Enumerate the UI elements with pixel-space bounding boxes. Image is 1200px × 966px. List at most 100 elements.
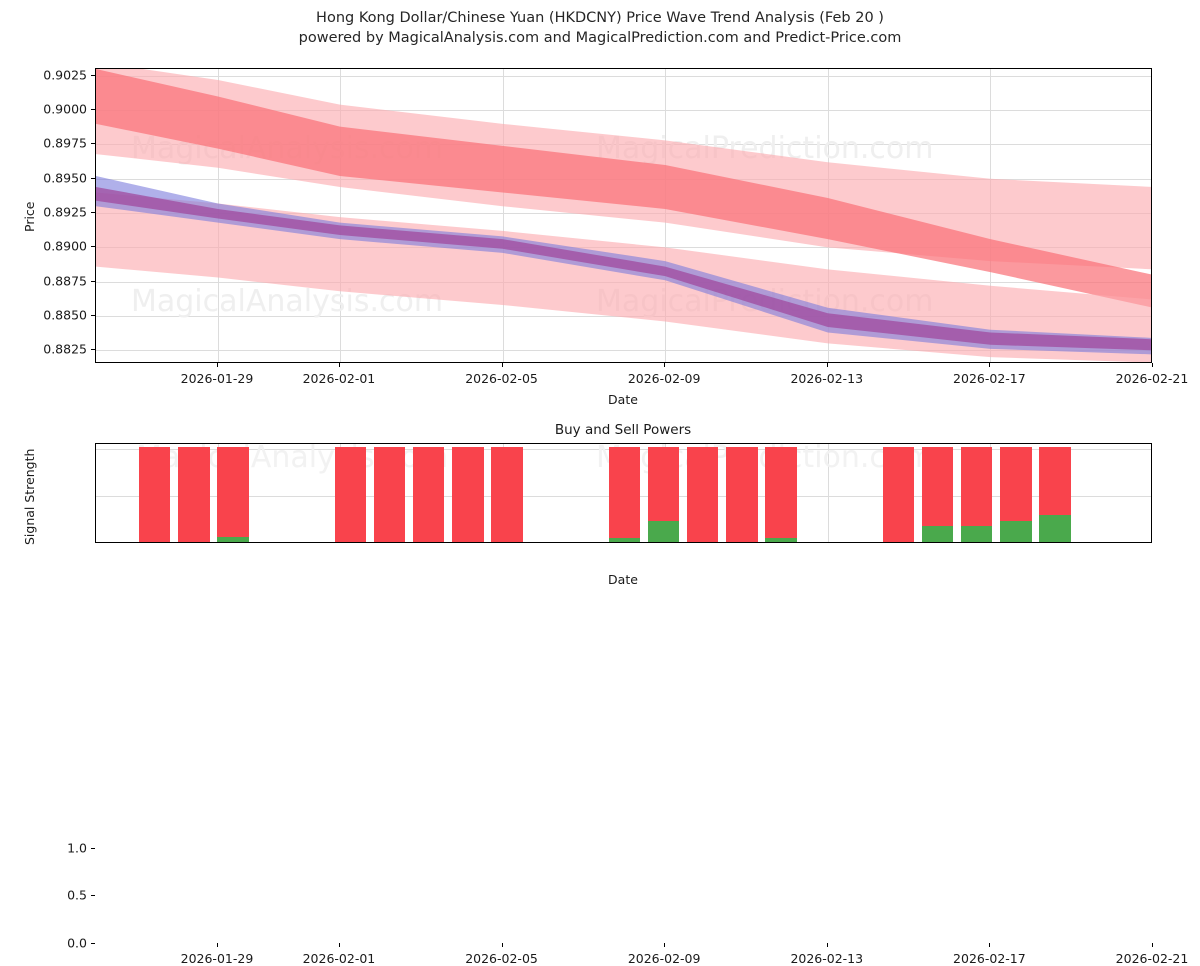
signal-bar[interactable] — [765, 446, 797, 542]
price-wave-xtick-label: 2026-02-13 — [790, 371, 864, 386]
buy-sell-xtick-mark — [1152, 943, 1153, 947]
buy-sell-xtick-label: 2026-02-05 — [465, 951, 538, 966]
buy-sell-xtick-mark — [338, 943, 340, 947]
price-wave-ytick-label: 0.8900 — [43, 238, 87, 254]
buy-sell-ytick-label: 0.5 — [67, 887, 87, 903]
signal-bar[interactable] — [217, 446, 249, 542]
price-wave-gridline-v — [339, 69, 341, 362]
price-wave-ytick-mark — [91, 109, 95, 111]
signal-bar[interactable] — [1000, 446, 1032, 542]
price-wave-gridline-h — [96, 75, 1151, 77]
price-wave-plot-area: MagicalAnalysis.comMagicalPrediction.com… — [95, 68, 1152, 363]
price-wave-ytick-mark — [91, 246, 95, 248]
signal-bar[interactable] — [961, 446, 993, 542]
price-wave-xtick-label: 2026-02-17 — [953, 371, 1026, 386]
buy-sell-ytick-mark — [91, 895, 95, 897]
buy-sell-ytick-mark — [91, 943, 95, 944]
price-wave-ytick-label: 0.8875 — [43, 273, 87, 289]
buy-sell-xtick-mark — [664, 943, 666, 947]
buy-sell-ytick-label: 1.0 — [67, 840, 87, 856]
signal-bar[interactable] — [334, 446, 367, 542]
price-wave-xtick-mark — [501, 363, 503, 367]
price-wave-xtick-mark — [1152, 363, 1153, 367]
buy-sell-xtick-mark — [501, 943, 503, 947]
buy-sell-xtick-label: 2026-02-01 — [302, 951, 376, 966]
signal-bar[interactable] — [608, 446, 641, 542]
price-wave-xtick-label: 2026-02-09 — [627, 371, 701, 386]
sell-power-segment — [334, 446, 367, 542]
buy-power-segment — [961, 525, 993, 542]
sell-power-segment — [687, 446, 719, 542]
price-wave-ytick-label: 0.8925 — [43, 204, 87, 220]
price-wave-yaxis-title: Price — [22, 201, 37, 233]
wave-band-upper-red-band-inner — [96, 69, 1151, 308]
price-wave-ytick-label: 0.8975 — [43, 135, 87, 151]
price-wave-xtick-mark — [989, 363, 991, 367]
buy-power-segment — [1000, 521, 1032, 542]
signal-bar[interactable] — [452, 446, 484, 542]
buy-power-segment — [1039, 515, 1071, 542]
price-wave-xtick-mark — [216, 363, 218, 367]
buy-sell-powers-title: Buy and Sell Powers — [554, 422, 692, 438]
signal-bar[interactable] — [178, 446, 210, 542]
sell-power-segment — [922, 446, 954, 526]
sell-power-segment — [647, 446, 680, 522]
buy-sell-xtick-label: 2026-02-21 — [1115, 951, 1189, 966]
sell-power-segment — [373, 446, 406, 542]
signal-bar[interactable] — [726, 446, 758, 542]
signal-bar[interactable] — [882, 446, 915, 542]
price-wave-xtick-mark — [826, 363, 828, 367]
buy-sell-xtick-mark — [216, 943, 218, 947]
price-wave-ytick-mark — [91, 74, 95, 76]
sell-power-segment — [882, 446, 915, 542]
sell-power-segment — [765, 446, 797, 539]
chart-title-block: Hong Kong Dollar/Chinese Yuan (HKDCNY) P… — [0, 8, 1200, 48]
price-wave-ytick-label: 0.9000 — [43, 101, 87, 117]
price-wave-xtick-mark — [664, 363, 666, 367]
price-wave-ytick-mark — [91, 280, 95, 282]
buy-sell-powers-yaxis-title: Signal Strength — [22, 448, 37, 545]
price-wave-ytick-label: 0.8825 — [43, 341, 87, 357]
buy-power-segment — [608, 538, 641, 542]
price-wave-ytick-label: 0.8950 — [43, 170, 87, 186]
buy-sell-xtick-mark — [989, 943, 991, 947]
signal-bar[interactable] — [413, 446, 445, 542]
buy-power-segment — [217, 537, 249, 542]
signal-bar[interactable] — [922, 446, 954, 542]
price-wave-xtick-label: 2026-02-05 — [465, 371, 538, 386]
sell-power-segment — [178, 446, 210, 542]
price-wave-xtick-label: 2026-01-29 — [180, 371, 254, 386]
price-wave-gridline-h — [96, 110, 1151, 112]
sell-power-segment — [139, 446, 171, 542]
signal-bar[interactable] — [647, 446, 680, 542]
price-wave-panel: MagicalAnalysis.comMagicalPrediction.com… — [0, 0, 1200, 407]
price-wave-ytick-mark — [91, 314, 95, 316]
sell-power-segment — [217, 446, 249, 538]
price-wave-ytick-label: 0.8850 — [43, 307, 87, 323]
signal-bar[interactable] — [491, 446, 523, 542]
buy-sell-xtick-label: 2026-02-09 — [627, 951, 701, 966]
buy-sell-xtick-mark — [826, 943, 828, 947]
buy-sell-gridline-v — [827, 444, 829, 542]
price-wave-xtick-label: 2026-02-01 — [302, 371, 376, 386]
page-title-line-1: Hong Kong Dollar/Chinese Yuan (HKDCNY) P… — [316, 10, 884, 26]
signal-bar[interactable] — [687, 446, 719, 542]
signal-bar[interactable] — [1039, 446, 1071, 542]
wave-band-central-purple-core — [96, 187, 1151, 351]
page-title-line-2: powered by MagicalAnalysis.com and Magic… — [298, 30, 902, 46]
sell-power-segment — [961, 446, 993, 526]
price-wave-xtick-label: 2026-02-21 — [1115, 371, 1189, 386]
sell-power-segment — [608, 446, 641, 539]
price-wave-xaxis-title: Date — [608, 392, 638, 407]
sell-power-segment — [452, 446, 484, 542]
signal-bar[interactable] — [139, 446, 171, 542]
buy-sell-xtick-label: 2026-02-17 — [953, 951, 1026, 966]
price-wave-ytick-mark — [91, 143, 95, 145]
price-wave-ytick-label: 0.9025 — [43, 67, 87, 83]
buy-sell-powers-xaxis-title: Date — [608, 572, 638, 587]
price-wave-ytick-mark — [91, 177, 95, 179]
signal-bar[interactable] — [373, 446, 406, 542]
buy-sell-ytick-mark — [91, 847, 95, 849]
price-wave-ytick-mark — [91, 212, 95, 214]
